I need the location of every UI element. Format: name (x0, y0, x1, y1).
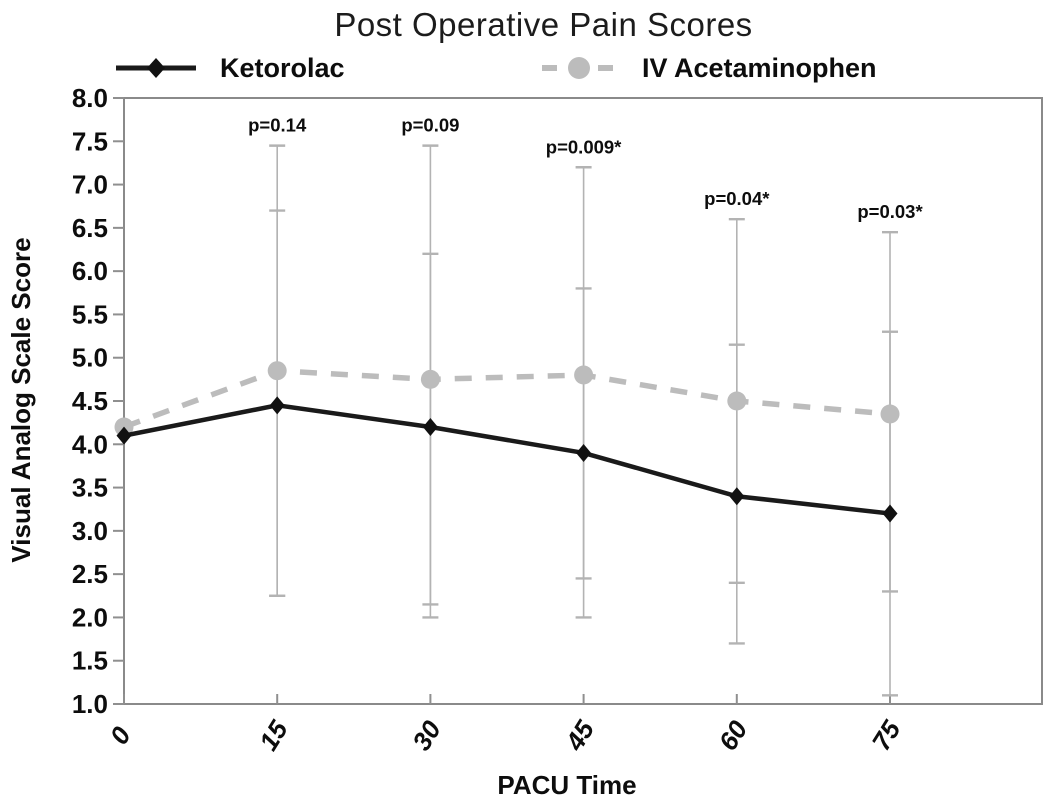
y-tick-label: 5.0 (72, 343, 108, 373)
iv-acetaminophen-marker (574, 365, 594, 385)
circle-marker-icon (568, 57, 590, 79)
ketorolac-marker (882, 504, 898, 523)
x-tick-label: 45 (559, 715, 601, 757)
x-tick-label: 0 (104, 721, 137, 750)
ketorolac-marker (729, 487, 745, 506)
y-tick-label: 8.0 (72, 83, 108, 113)
x-tick-label: 30 (406, 715, 447, 756)
x-tick-label: 75 (866, 715, 907, 756)
p-value-annotation: p=0.009* (546, 136, 622, 157)
y-tick-label: 1.0 (72, 689, 108, 719)
y-tick-label: 1.5 (72, 646, 108, 676)
ketorolac-marker (116, 426, 132, 445)
y-tick-label: 4.0 (72, 429, 108, 459)
y-axis-title: Visual Analog Scale Score (6, 237, 36, 563)
iv-acetaminophen-marker (420, 369, 440, 389)
p-value-annotation: p=0.14 (248, 115, 307, 136)
y-tick-label: 2.5 (72, 559, 108, 589)
iv-acetaminophen-line (123, 367, 891, 430)
y-tick-label: 3.5 (72, 473, 108, 503)
p-value-annotation: p=0.04* (704, 188, 770, 209)
iv-acetaminophen-marker (880, 404, 900, 424)
ketorolac-marker (422, 417, 438, 436)
y-tick-label: 6.0 (72, 256, 108, 286)
ketorolac-line (123, 403, 891, 516)
diamond-marker-icon (147, 58, 165, 78)
y-tick-label: 7.0 (72, 170, 108, 200)
iv-acetaminophen-marker (267, 361, 287, 381)
y-tick-label: 7.5 (72, 126, 108, 156)
ketorolac-marker (269, 396, 285, 415)
legend-label-iv-acetaminophen: IV Acetaminophen (642, 52, 877, 83)
ketorolac-legend-sample (116, 58, 196, 78)
x-tick-label: 15 (253, 715, 294, 756)
legend-item-ketorolac: Ketorolac (114, 50, 345, 86)
y-tick-label: 2.0 (72, 602, 108, 632)
p-value-annotation: p=0.09 (401, 115, 459, 136)
chart-title: Post Operative Pain Scores (334, 6, 753, 43)
legend-label-ketorolac: Ketorolac (220, 52, 345, 83)
p-value-annotation: p=0.03* (857, 201, 923, 222)
x-tick-label: 60 (713, 715, 754, 756)
iv-acetaminophen-marker (727, 391, 747, 411)
y-tick-label: 4.5 (72, 386, 108, 416)
x-axis-title: PACU Time (497, 770, 637, 800)
y-tick-label: 5.5 (72, 299, 108, 329)
legend-item-iv-acetaminophen: IV Acetaminophen (540, 50, 877, 86)
ketorolac-marker (576, 443, 592, 462)
y-tick-label: 6.5 (72, 213, 108, 243)
y-tick-label: 3.0 (72, 516, 108, 546)
acetaminophen-legend-sample (542, 57, 618, 79)
